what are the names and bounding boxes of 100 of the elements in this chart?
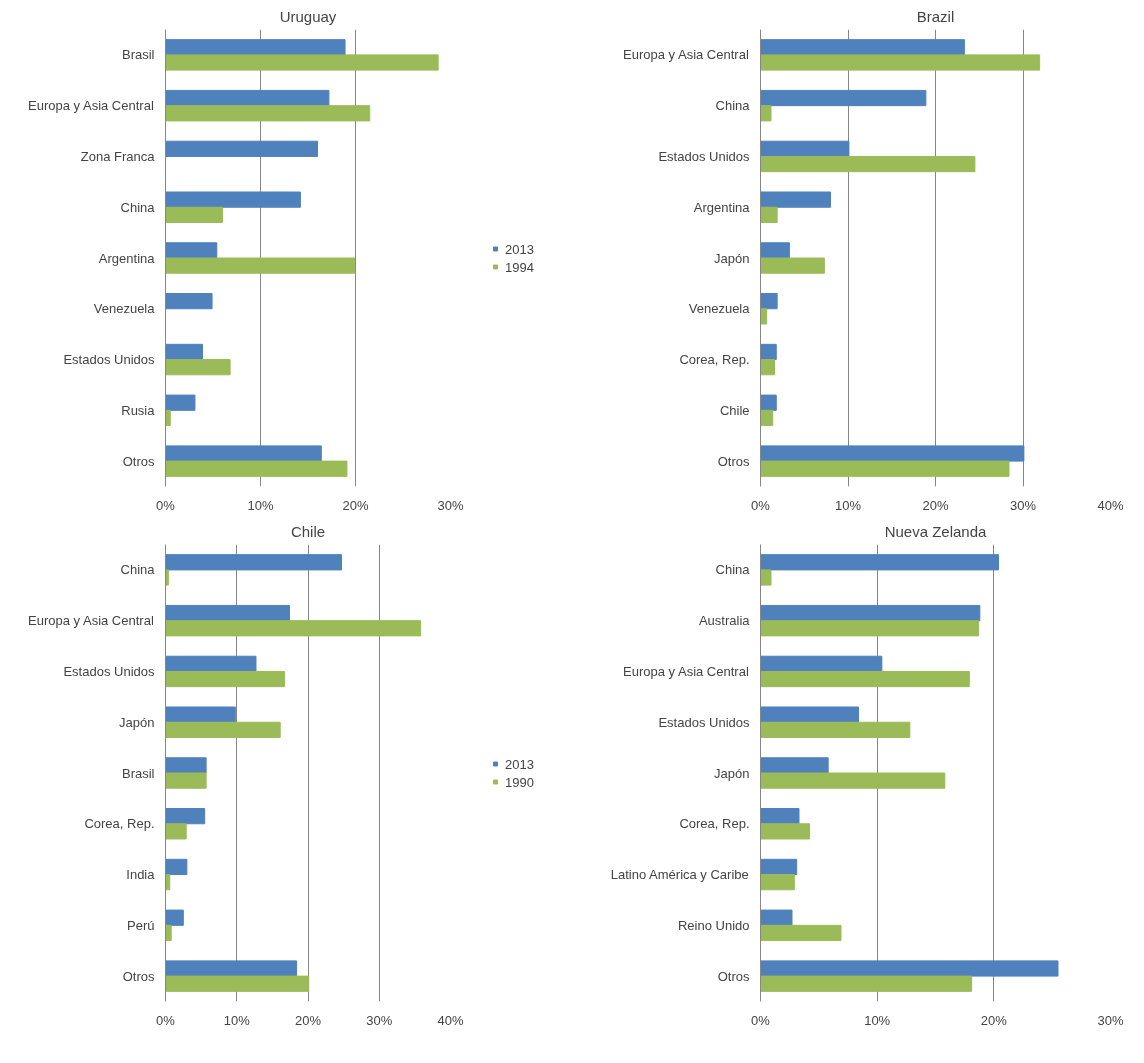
bar (760, 772, 946, 789)
x-tick-label: 40% (1097, 497, 1124, 513)
bar (760, 808, 800, 825)
bar (760, 706, 859, 723)
bar (165, 445, 322, 462)
y-tick-label: Australia (698, 613, 751, 629)
bar (760, 54, 1041, 71)
y-tick-label: Estados Unidos (63, 663, 155, 679)
bar (760, 308, 768, 325)
bar (760, 460, 1010, 477)
bar (760, 445, 1025, 462)
bar (165, 604, 290, 622)
bar (760, 604, 981, 622)
bar (165, 105, 371, 122)
chart-title: Chile (290, 522, 326, 540)
bar (165, 460, 348, 477)
chart-title: Uruguay (279, 7, 337, 25)
bar (760, 39, 965, 56)
bar (760, 858, 798, 876)
bar (760, 343, 777, 361)
bar (760, 569, 772, 586)
x-tick-label: 20% (294, 1012, 322, 1028)
x-tick-label: 20% (342, 497, 369, 513)
bar (165, 909, 184, 926)
x-tick-label: 0% (156, 1012, 176, 1028)
legend-label: 2013 (505, 756, 534, 771)
y-tick-label: China (120, 562, 156, 578)
bar (165, 569, 169, 586)
x-tick-label: 20% (980, 1012, 1008, 1028)
y-tick-label: Latino América y Caribe (610, 867, 749, 883)
bar (760, 924, 842, 942)
bar (760, 757, 829, 774)
y-tick-label: Corea, Rep. (679, 352, 750, 368)
bar (760, 975, 973, 992)
bar (760, 105, 772, 122)
chart-title: Brazil (916, 7, 955, 25)
x-tick-label: 10% (834, 497, 862, 513)
y-tick-label: Venezuela (688, 301, 751, 317)
bar (165, 242, 218, 259)
bar (165, 757, 207, 774)
bar (760, 909, 793, 926)
y-tick-label: Chile (719, 402, 750, 418)
bar (165, 960, 298, 977)
bar (165, 191, 301, 208)
bar (165, 620, 422, 637)
bar (165, 54, 439, 71)
y-tick-label: China (715, 562, 751, 578)
x-tick-label: 30% (1009, 497, 1037, 513)
x-tick-label: 0% (751, 1012, 771, 1028)
y-tick-label: Estados Unidos (63, 352, 155, 368)
x-tick-label: 10% (864, 1012, 891, 1028)
bar (760, 206, 778, 223)
bar (165, 359, 231, 376)
y-tick-label: China (120, 199, 156, 215)
y-tick-label: Europa y Asia Central (28, 98, 154, 114)
y-tick-label: Otros (122, 968, 155, 984)
bar (760, 823, 810, 840)
x-tick-label: 30% (366, 1012, 393, 1028)
x-tick-label: 30% (1097, 1012, 1124, 1028)
y-tick-label: Reino Unido (677, 917, 750, 933)
y-tick-label: Argentina (98, 250, 156, 266)
bar (165, 206, 223, 223)
x-tick-label: 10% (247, 497, 274, 513)
bar (165, 409, 171, 427)
bar (760, 409, 774, 427)
y-tick-label: Europa y Asia Central (623, 47, 749, 63)
x-tick-label: 30% (437, 497, 464, 513)
bar (760, 620, 980, 637)
y-tick-label: India (126, 867, 156, 883)
bar (760, 140, 850, 157)
bar (165, 554, 342, 571)
bar (760, 89, 927, 107)
bar (760, 554, 999, 571)
bar (760, 960, 1059, 977)
y-tick-label: China (715, 98, 751, 114)
y-tick-label: Estados Unidos (658, 148, 750, 164)
bar (165, 257, 356, 274)
y-tick-label: Argentina (693, 199, 751, 215)
bar (760, 155, 976, 173)
bar (165, 343, 204, 361)
bar (165, 772, 207, 789)
bar (760, 721, 911, 738)
y-tick-label: Venezuela (93, 301, 156, 317)
bar (165, 808, 206, 825)
y-tick-label: Japón (119, 714, 155, 730)
bar (165, 394, 196, 411)
y-tick-label: Europa y Asia Central (623, 663, 749, 679)
y-tick-label: Otros (717, 453, 750, 469)
y-tick-label: Corea, Rep. (679, 816, 750, 832)
y-tick-label: Rusia (121, 402, 156, 418)
bar (165, 858, 188, 876)
bar (760, 670, 970, 688)
x-tick-label: 0% (751, 497, 771, 513)
bar (760, 191, 831, 208)
x-tick-label: 10% (223, 1012, 251, 1028)
bar (165, 293, 213, 310)
x-tick-label: 0% (156, 497, 176, 513)
bar (165, 823, 187, 840)
bar (165, 975, 310, 992)
y-tick-label: Brasil (121, 765, 155, 781)
